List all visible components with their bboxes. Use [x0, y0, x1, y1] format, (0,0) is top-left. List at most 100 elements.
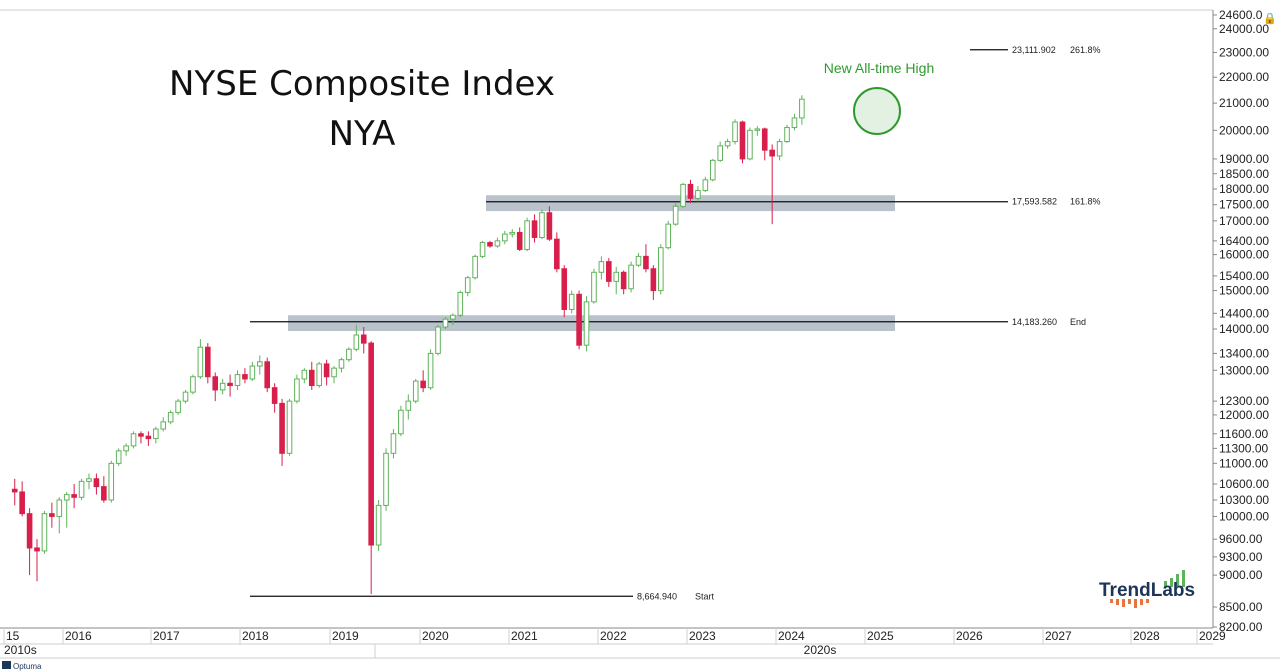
candle: [256, 355, 263, 375]
candle-body: [256, 361, 263, 367]
candle-body: [442, 318, 449, 328]
candle-body: [754, 128, 761, 131]
candle-body: [390, 433, 397, 454]
candle-body: [747, 129, 753, 160]
candle: [583, 296, 590, 352]
candle: [167, 410, 174, 425]
x-tick-label: 15: [6, 629, 20, 643]
candle-body: [695, 190, 701, 199]
candle: [101, 476, 107, 503]
candle: [115, 448, 122, 466]
ath-annotation: New All-time High: [824, 60, 934, 76]
candle: [227, 374, 233, 397]
candle: [212, 372, 219, 402]
support-zone: [288, 315, 895, 332]
candle-body: [375, 504, 382, 546]
candle: [457, 290, 464, 318]
lock-icon[interactable]: 🔒: [1263, 12, 1277, 25]
candle-body: [353, 334, 360, 350]
candle-body: [26, 513, 33, 549]
candle: [635, 252, 642, 267]
candle-body: [101, 486, 107, 501]
candle: [286, 398, 293, 456]
candle-body: [71, 494, 77, 498]
candle-body: [227, 382, 233, 386]
x-tick-label: 2022: [600, 629, 627, 643]
y-tick-label: 10600.00: [1219, 477, 1269, 491]
y-tick-label: 9600.00: [1219, 532, 1263, 546]
candle-body: [739, 121, 746, 160]
y-tick-label: 10000.00: [1219, 509, 1269, 523]
candle-body: [205, 346, 211, 378]
candle: [190, 374, 196, 395]
candle-body: [190, 376, 196, 393]
candle-body: [160, 421, 167, 430]
candle-body: [457, 291, 464, 316]
y-tick-label: 24600.0: [1219, 8, 1263, 22]
candle: [316, 361, 322, 388]
candle-body: [776, 141, 783, 157]
candle-body: [568, 293, 575, 310]
y-tick-label: 10300.00: [1219, 493, 1269, 507]
candle: [739, 120, 746, 164]
y-tick-label: 11600.00: [1219, 427, 1268, 441]
candle: [175, 398, 181, 415]
candle: [242, 368, 248, 384]
candle: [390, 428, 397, 459]
candle-body: [219, 382, 226, 391]
candle-body: [130, 433, 137, 447]
candle: [294, 374, 300, 404]
candle: [472, 254, 478, 280]
candle-body: [323, 363, 330, 378]
candle: [264, 357, 271, 393]
x-tick-label: 2025: [867, 629, 894, 643]
candle-body: [717, 145, 723, 161]
candle-body: [108, 462, 115, 501]
candle-body: [472, 255, 478, 279]
candle: [769, 144, 775, 225]
y-tick-label: 18500.00: [1219, 167, 1269, 181]
candle-body: [182, 391, 189, 402]
candle-body: [19, 491, 25, 515]
candle-body: [145, 435, 152, 440]
candle: [360, 327, 367, 354]
candle-body: [412, 380, 419, 402]
candle: [197, 339, 204, 379]
candle: [63, 491, 70, 528]
y-tick-label: 17500.00: [1219, 198, 1269, 212]
candle: [799, 95, 805, 125]
y-tick-label: 9300.00: [1219, 550, 1263, 564]
candle: [687, 179, 694, 204]
candle: [234, 370, 241, 390]
candle-body: [338, 359, 345, 369]
candle: [427, 349, 434, 390]
candle-body: [49, 513, 55, 517]
candle: [464, 275, 471, 297]
candle: [271, 383, 278, 413]
candle-body: [286, 400, 293, 454]
decade-label-2010s: 2010s: [4, 643, 37, 657]
candle-body: [657, 247, 664, 292]
candle: [398, 405, 404, 437]
candle-body: [301, 369, 308, 380]
candle-body: [279, 402, 285, 454]
support-zone: [486, 195, 895, 212]
candle: [442, 317, 449, 330]
candle-body: [398, 409, 404, 435]
candle: [531, 214, 538, 243]
candle-body: [502, 233, 508, 242]
candle-body: [702, 179, 709, 192]
candle: [450, 313, 456, 326]
candle-body: [435, 326, 441, 354]
candle-body: [709, 159, 716, 181]
candle-body: [546, 212, 553, 240]
candle-body: [63, 494, 70, 501]
candle: [130, 431, 137, 449]
y-tick-label: 14000.00: [1219, 322, 1269, 336]
candle: [338, 357, 345, 373]
candle: [279, 398, 285, 466]
x-tick-label: 2020: [422, 629, 449, 643]
candle: [761, 127, 768, 161]
candle-body: [680, 183, 686, 207]
